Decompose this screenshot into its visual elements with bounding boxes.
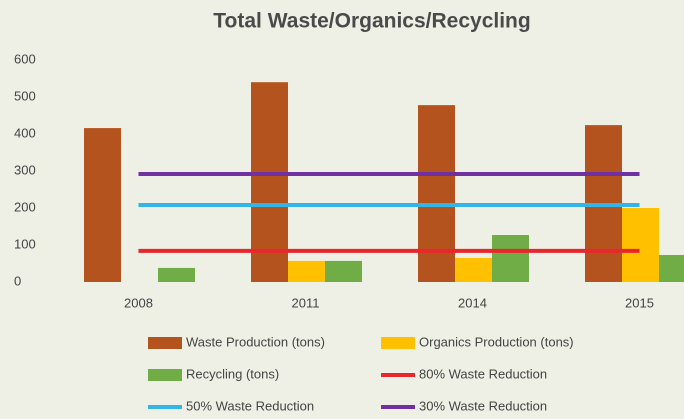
- chart-title: Total Waste/Organics/Recycling: [213, 10, 530, 33]
- y-tick-label: 0: [14, 273, 21, 288]
- y-tick-label: 300: [14, 162, 36, 177]
- legend-swatch: [148, 337, 182, 349]
- x-tick-label: 2015: [625, 295, 654, 310]
- bar: [659, 254, 684, 282]
- legend-label: 50% Waste Reduction: [186, 398, 314, 413]
- y-tick-label: 500: [14, 88, 36, 103]
- legend-swatch: [381, 337, 415, 349]
- y-tick-label: 100: [14, 236, 36, 251]
- y-tick-label: 200: [14, 199, 36, 214]
- y-tick-label: 400: [14, 125, 36, 140]
- bar: [622, 208, 659, 282]
- x-tick-label: 2008: [124, 295, 153, 310]
- bar: [251, 82, 288, 282]
- bar: [455, 257, 492, 282]
- bar: [158, 267, 195, 282]
- x-tick-label: 2014: [458, 295, 487, 310]
- bar: [418, 105, 455, 282]
- legend-label: Waste Production (tons): [186, 334, 325, 349]
- legend-label: Organics Production (tons): [419, 334, 574, 349]
- legend-label: Recycling (tons): [186, 366, 279, 381]
- legend-label: 30% Waste Reduction: [419, 398, 547, 413]
- legend-swatch: [148, 369, 182, 381]
- y-tick-label: 600: [14, 51, 36, 66]
- bar: [84, 128, 121, 282]
- x-tick-label: 2011: [292, 295, 320, 310]
- bar: [325, 260, 362, 282]
- bar: [492, 235, 529, 282]
- legend-label: 80% Waste Reduction: [419, 366, 547, 381]
- bar: [288, 260, 325, 282]
